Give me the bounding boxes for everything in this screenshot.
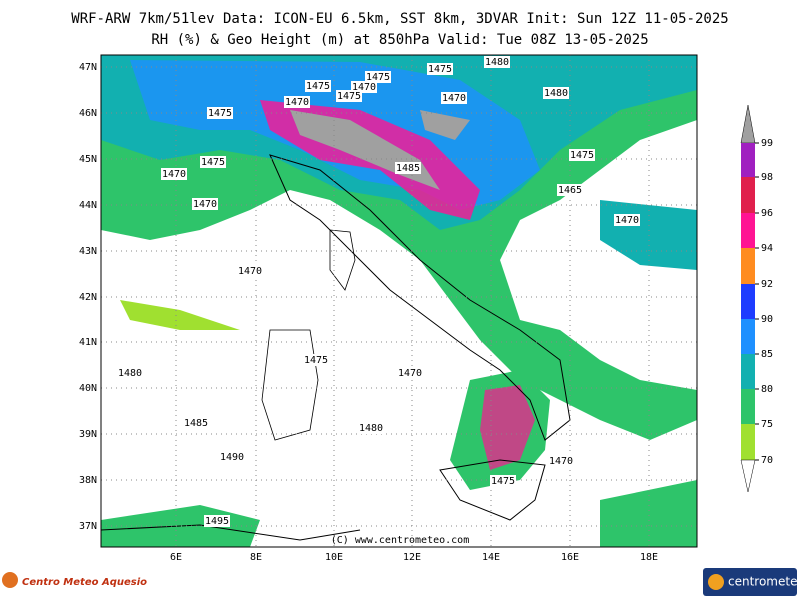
contour-label: 1470: [193, 199, 217, 210]
lat-label: 39N: [79, 429, 97, 440]
contour-label: 1485: [184, 418, 208, 429]
contour-label: 1480: [118, 368, 142, 379]
contour-label: 1470: [352, 82, 376, 93]
contour-label-bg: [161, 168, 187, 180]
lon-label: 14E: [482, 552, 500, 563]
contour-label: 1475: [306, 81, 330, 92]
title: WRF-ARW 7km/51lev Data: ICON-EU 6.5km, S…: [71, 11, 728, 27]
colorbar-label: 75: [761, 419, 773, 430]
contour-label-bg: [237, 265, 263, 277]
contour-label: 1495: [205, 516, 229, 527]
contour-label-bg: [117, 367, 143, 379]
contour-label-bg: [614, 214, 640, 226]
contour-label: 1475: [304, 355, 328, 366]
colorbar-label: 99: [761, 138, 773, 149]
contour-label: 1470: [442, 93, 466, 104]
lon-label: 18E: [640, 552, 658, 563]
subtitle: RH (%) & Geo Height (m) at 850hPa Valid:…: [151, 32, 648, 48]
contour-label-bg: [200, 156, 226, 168]
contour-label: 1470: [398, 368, 422, 379]
lat-label: 41N: [79, 337, 97, 348]
graticule: [101, 55, 697, 547]
contour-label-bg: [207, 107, 233, 119]
map-frame: [100, 54, 698, 548]
contour-label-bg: [441, 92, 467, 104]
colorbar-label: 92: [761, 279, 773, 290]
lat-label: 47N: [79, 62, 97, 73]
contour-label-bg: [427, 63, 453, 75]
colorbar-label: 70: [761, 455, 773, 466]
lat-label: 40N: [79, 383, 97, 394]
contour-label-bg: [305, 80, 331, 92]
contour-label-bg: [397, 367, 423, 379]
lat-label: 44N: [79, 200, 97, 211]
contour-label-bg: [183, 417, 209, 429]
contour-label-bg: [484, 56, 510, 68]
lat-label: 38N: [79, 475, 97, 486]
contour-label-bg: [548, 455, 574, 467]
contour-label: 1490: [220, 452, 244, 463]
contour-label-bg: [365, 71, 391, 83]
colorbar-label: 90: [761, 314, 773, 325]
colorbar-label: 96: [761, 208, 773, 219]
contour-label: 1470: [285, 97, 309, 108]
colorbar-label: 85: [761, 349, 773, 360]
contour-label-bg: [192, 198, 218, 210]
contour-label: 1475: [570, 150, 594, 161]
contour-label: 1485: [396, 163, 420, 174]
colorbar: 99 98 96 94 92 90 85 80 75 70: [740, 104, 773, 493]
logo-left-text: Centro Meteo Aquesio: [22, 577, 147, 588]
colorbar-label: 94: [761, 243, 773, 254]
contour-label-bg: [336, 90, 362, 102]
credit: (C) www.centrometeo.com: [331, 535, 469, 546]
map: (C) www.centrometeo.com 47N 46N 45N 44N 43N 4…: [79, 54, 698, 563]
contour-label: 1470: [238, 266, 262, 277]
lon-label: 10E: [325, 552, 343, 563]
contour-label-bg: [395, 162, 421, 174]
lat-label: 37N: [79, 521, 97, 532]
contour-label-bg: [219, 451, 245, 463]
contour-label: 1470: [162, 169, 186, 180]
contour-label: 1475: [366, 72, 390, 83]
contour-label-bg: [358, 422, 384, 434]
contour-label: 1480: [359, 423, 383, 434]
logo-right[interactable]: centrometeo: [703, 568, 800, 596]
lat-label: 42N: [79, 292, 97, 303]
contour-label-bg: [569, 149, 595, 161]
contour-label: 1470: [549, 456, 573, 467]
lon-label: 16E: [561, 552, 579, 563]
lon-label: 12E: [403, 552, 421, 563]
lat-label: 45N: [79, 154, 97, 165]
contour-label: 1475: [337, 91, 361, 102]
colorbar-label: 80: [761, 384, 773, 395]
contour-label-bg: [204, 515, 230, 527]
lon-label: 6E: [170, 552, 182, 563]
lat-label: 43N: [79, 246, 97, 257]
colorbar-label: 98: [761, 172, 773, 183]
logo-right-text: centrometeo: [728, 575, 800, 589]
contour-label: 1480: [485, 57, 509, 68]
contour-label-bg: [284, 96, 310, 108]
logo-left[interactable]: Centro Meteo Aquesio: [2, 572, 147, 588]
lat-label: 46N: [79, 108, 97, 119]
contour-label-bg: [303, 354, 329, 366]
contour-label: 1465: [558, 185, 582, 196]
contour-label: 1475: [208, 108, 232, 119]
contour-label: 1475: [428, 64, 452, 75]
contour-label-bg: [557, 184, 583, 196]
contour-label: 1470: [615, 215, 639, 226]
contour-label: 1475: [491, 476, 515, 487]
contour-label: 1480: [544, 88, 568, 99]
lon-label: 8E: [250, 552, 262, 563]
contour-label-bg: [490, 475, 516, 487]
contour-label: 1475: [201, 157, 225, 168]
contour-label-bg: [543, 87, 569, 99]
